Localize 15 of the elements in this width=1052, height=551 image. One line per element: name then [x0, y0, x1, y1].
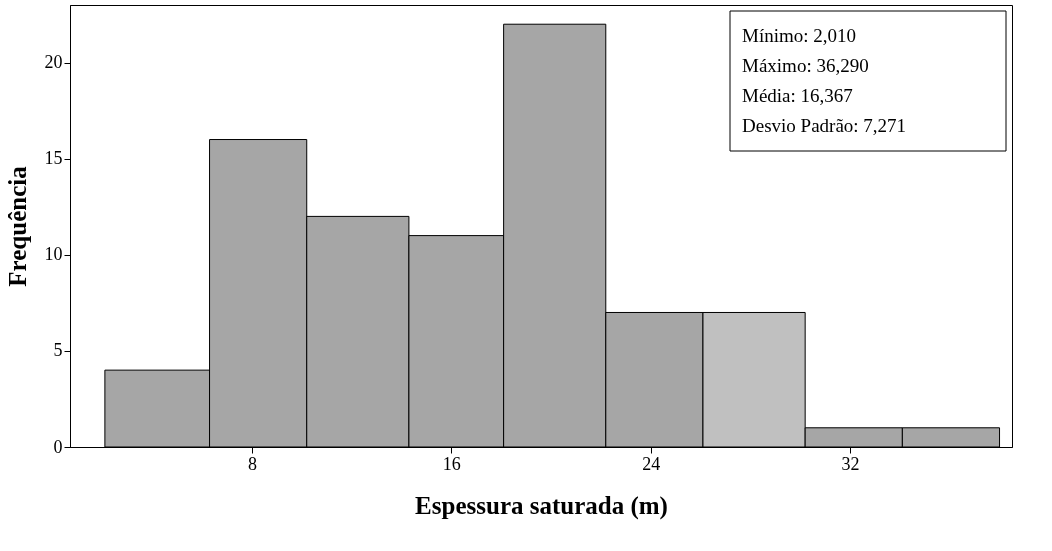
x-tick-label: 16 — [442, 453, 461, 474]
y-tick-label: 10 — [44, 244, 63, 265]
y-tick-label: 0 — [53, 436, 63, 457]
y-tick-label: 20 — [44, 52, 63, 73]
y-axis-title: Frequência — [3, 165, 31, 287]
x-tick-label: 32 — [841, 453, 860, 474]
y-tick-label: 15 — [44, 148, 63, 169]
x-axis-title: Espessura saturada (m) — [415, 491, 668, 520]
x-tick-label: 8 — [247, 453, 257, 474]
annotation: Mínimo: 2,010 — [742, 25, 857, 46]
annotation: Desvio Padrão: 7,271 — [742, 115, 907, 136]
annotation: Média: 16,367 — [742, 85, 853, 106]
annotation: Máximo: 36,290 — [742, 55, 869, 76]
y-tick-label: 5 — [53, 340, 63, 361]
x-tick-label: 24 — [642, 453, 661, 474]
